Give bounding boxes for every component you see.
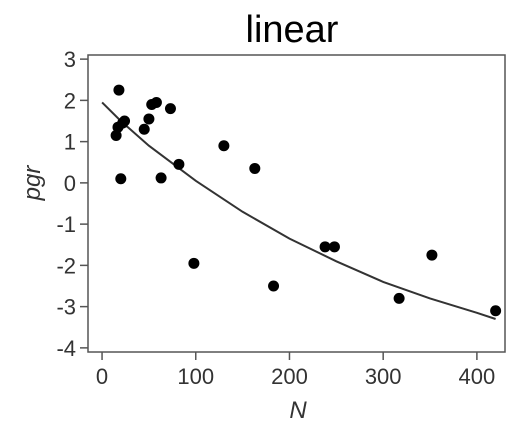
x-tick-label: 0 (96, 364, 108, 389)
fit-line (101, 101, 496, 320)
data-point (138, 123, 150, 135)
y-tick-label: -4 (56, 336, 76, 361)
y-tick-label: 2 (64, 88, 76, 113)
x-tick-label: 200 (271, 364, 308, 389)
x-axis-label: N (289, 397, 307, 422)
data-point (143, 113, 155, 125)
data-point (426, 249, 438, 261)
data-point (173, 158, 185, 170)
y-tick-label: 0 (64, 171, 76, 196)
chart-title: linear (246, 9, 339, 51)
y-axis: 3 2 1 0 -1 -2 -3 -4 (56, 47, 88, 361)
data-point (319, 241, 331, 253)
x-tick-label: 400 (459, 364, 496, 389)
data-point (490, 305, 502, 317)
data-point (110, 129, 122, 141)
data-point (164, 103, 176, 115)
data-point (155, 172, 167, 184)
y-tick-label: 3 (64, 47, 76, 72)
data-point (150, 96, 162, 108)
data-point (188, 257, 200, 269)
y-tick-label: 1 (64, 130, 76, 155)
data-point (249, 162, 261, 174)
data-point (393, 292, 405, 304)
data-points (110, 84, 502, 317)
y-tick-label: -1 (56, 212, 76, 237)
data-point (328, 241, 340, 253)
plot-frame (87, 54, 506, 353)
data-point (115, 173, 127, 185)
y-axis-label: pgr (19, 165, 46, 202)
x-tick-label: 300 (365, 364, 402, 389)
data-point (113, 84, 125, 96)
x-tick-label: 100 (177, 364, 214, 389)
data-point (268, 280, 280, 292)
x-axis: 0 100 200 300 400 (96, 352, 495, 389)
data-point (119, 115, 131, 127)
y-tick-label: -3 (56, 295, 76, 320)
y-tick-label: -2 (56, 253, 76, 278)
data-point (218, 140, 230, 152)
